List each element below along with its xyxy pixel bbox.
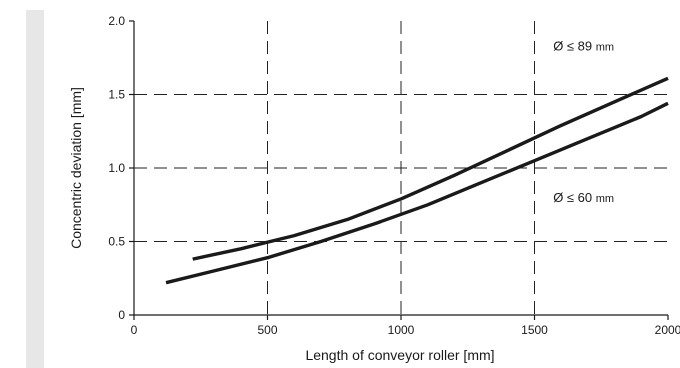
x-tick-label: 500: [257, 323, 277, 337]
side-strip: [26, 10, 44, 368]
series-line-1: [192, 76, 669, 261]
series-lines: [165, 76, 669, 285]
grid-lines: [134, 21, 668, 315]
y-tick-label: 1.5: [108, 88, 125, 102]
y-tick-label: 2.0: [108, 14, 125, 28]
x-tick-label: 1500: [521, 323, 548, 337]
annotations: Ø ≤ 89 mm Ø ≤ 60 mm: [553, 38, 614, 204]
y-tick-label: 1.0: [108, 161, 125, 175]
x-tick-label: 2000: [655, 323, 680, 337]
y-axis-title: Concentric deviation [mm]: [68, 87, 84, 249]
series-label-1: Ø ≤ 89 mm: [553, 38, 614, 53]
y-tick-label: 0: [118, 308, 125, 322]
x-axis-title: Length of conveyor roller [mm]: [305, 347, 494, 363]
series-label-2: Ø ≤ 60 mm: [553, 190, 614, 205]
x-tick-label: 1000: [388, 323, 415, 337]
series-line-2: [165, 101, 669, 285]
y-tick-label: 0.5: [108, 235, 125, 249]
axis-ticks: 0 0.5 1.0 1.5 2.0 0 500 1000 1500 2000: [108, 14, 680, 337]
x-tick-label: 0: [131, 323, 138, 337]
